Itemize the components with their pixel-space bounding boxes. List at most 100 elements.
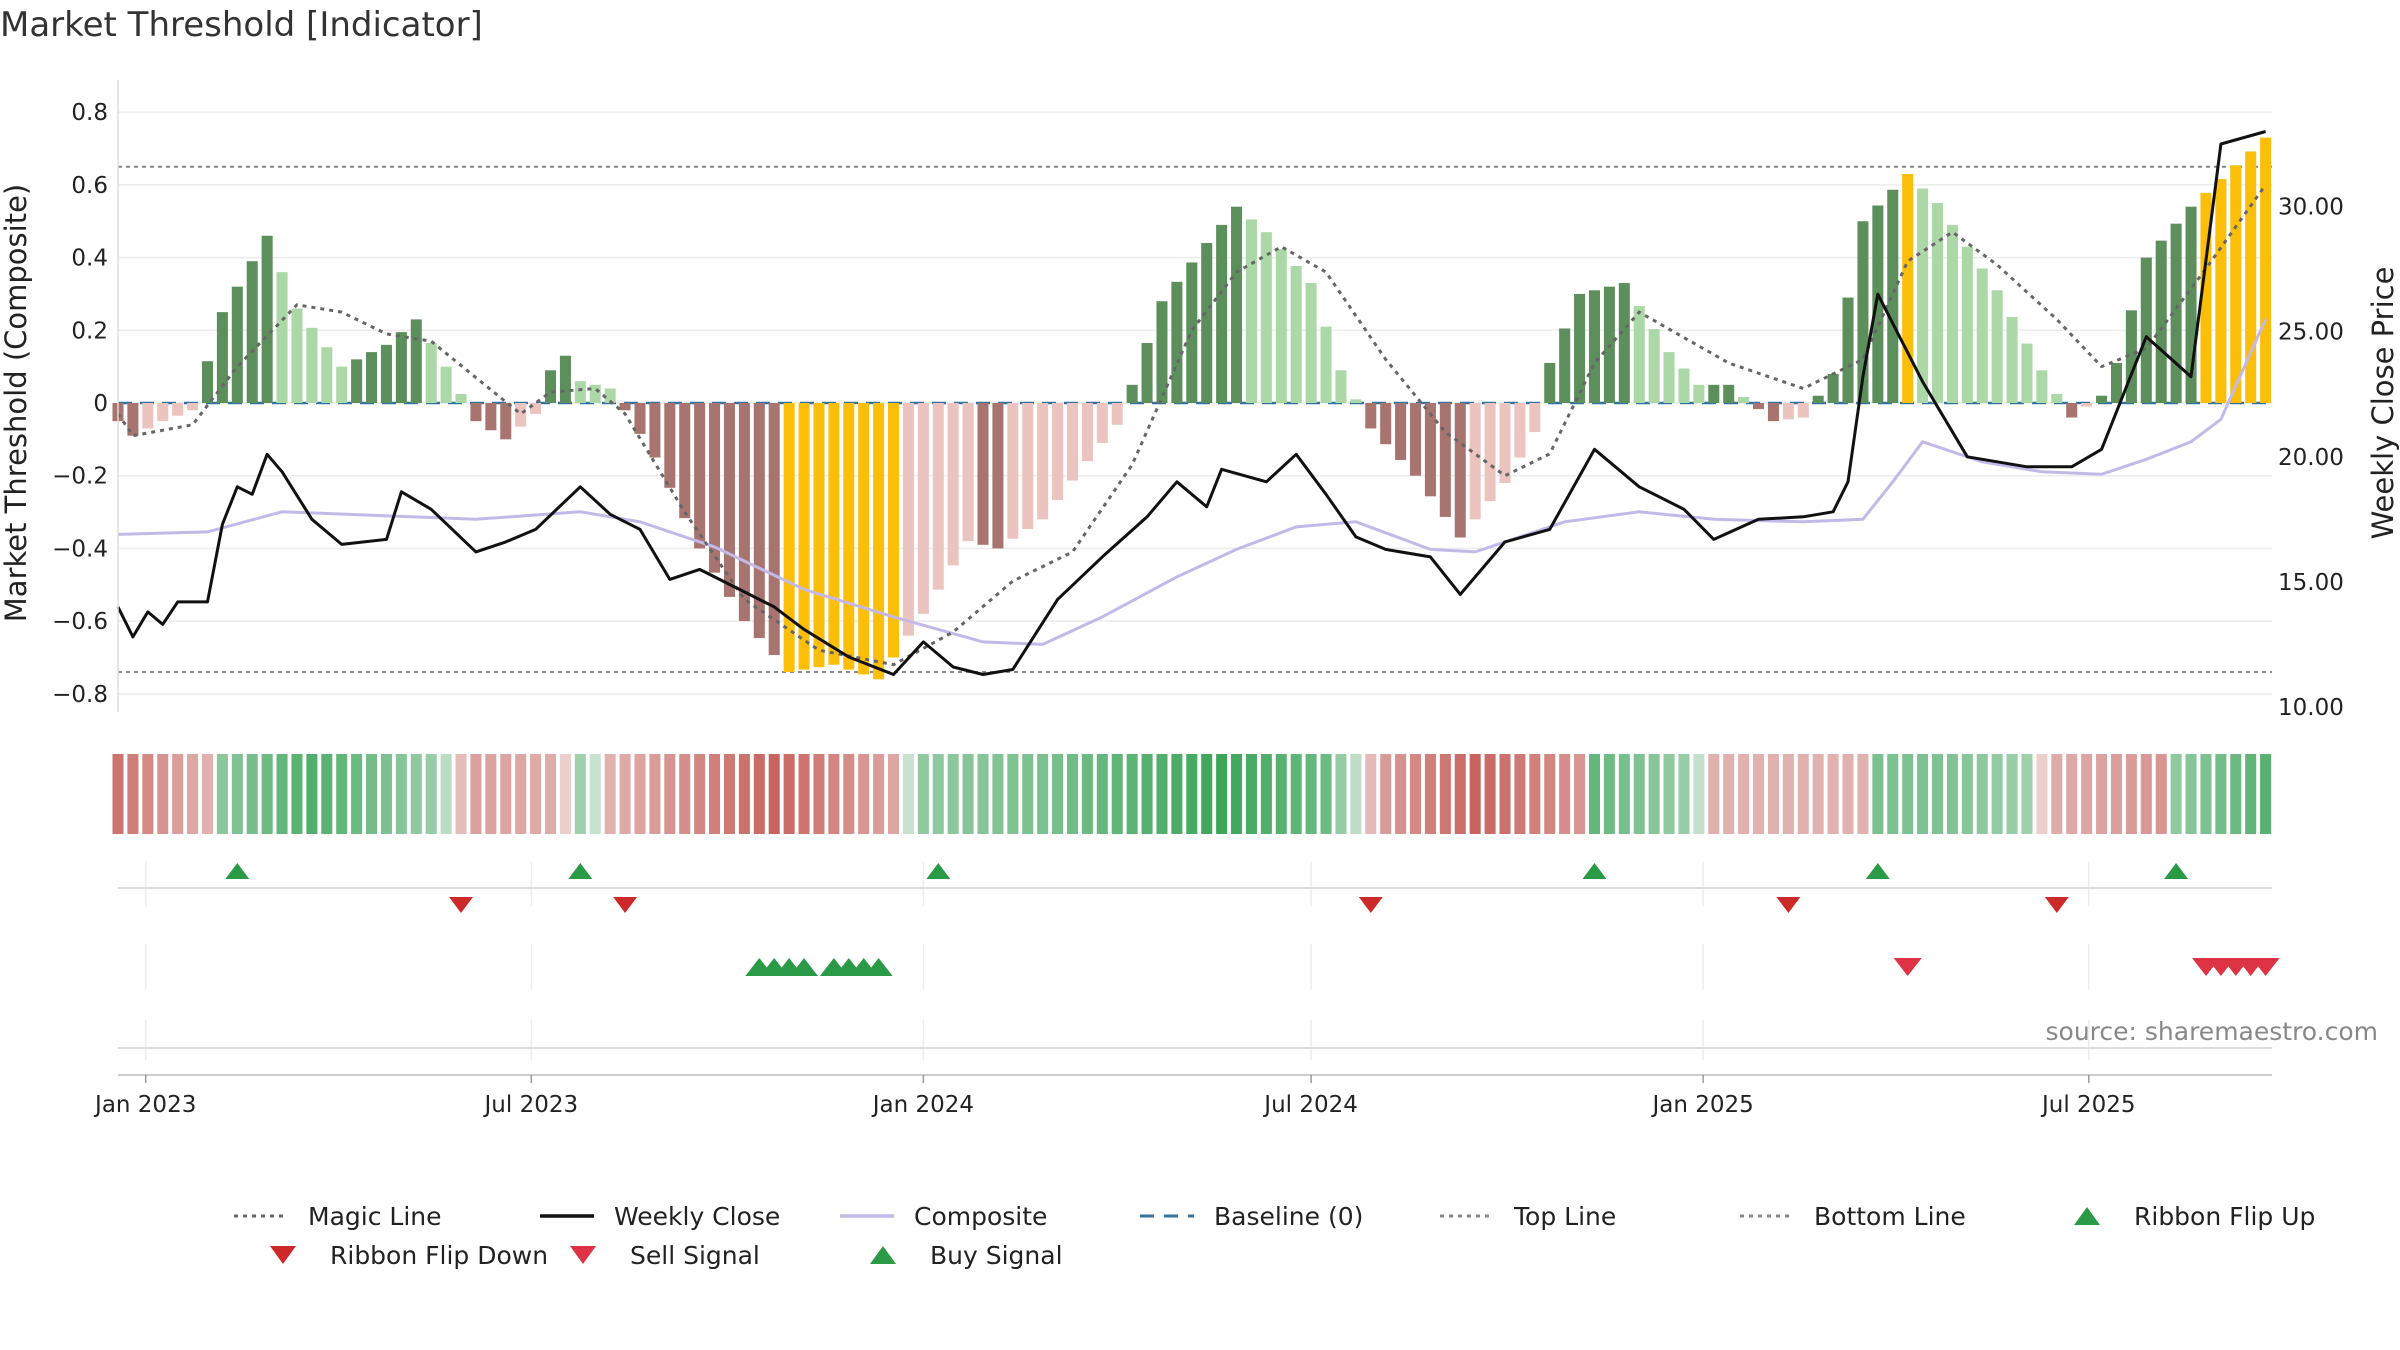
composite-bar (2051, 393, 2063, 403)
ribbon-cell (1171, 754, 1183, 834)
composite-bar (2110, 363, 2122, 403)
buy-signal-marker (790, 958, 818, 976)
legend-triangle-down-icon (270, 1246, 296, 1264)
ribbon-cell (1633, 754, 1645, 834)
ribbon-cell (589, 754, 601, 834)
composite-bar (306, 327, 318, 403)
x-axis: Jan 2023 Jul 2023 Jan 2024 Jul 2024 Jan 2025… (93, 1074, 2272, 1118)
ribbon-cell (1454, 754, 1466, 834)
composite-bar (858, 403, 870, 675)
ribbon-cell (246, 754, 258, 834)
composite-bar (172, 403, 184, 416)
ribbon-cell (1186, 754, 1198, 834)
composite-bar (843, 403, 855, 670)
composite-bar (261, 235, 273, 403)
composite-bar (544, 370, 557, 403)
composite-bar (470, 403, 482, 422)
ribbon-cell (1380, 754, 1392, 834)
ribbon-cell (1693, 754, 1705, 834)
ribbon-cell (440, 754, 452, 834)
ribbon-cell (1037, 754, 1049, 834)
ribbon-cell (1484, 754, 1496, 834)
composite-bars (112, 137, 2272, 680)
ribbon-cell (1946, 754, 1958, 834)
composite-bar (2066, 403, 2078, 418)
composite-bar (1991, 290, 2003, 403)
ribbon-cell (1544, 754, 1556, 834)
ribbon-cell (1842, 754, 1854, 834)
composite-bar (351, 359, 363, 403)
ribbon-cell (2066, 754, 2078, 834)
ribbon-cell (1409, 754, 1422, 834)
sell-signal-marker (2251, 958, 2280, 976)
ribbon-cell (1648, 754, 1660, 834)
composite-bar (455, 393, 467, 403)
ribbon-cell (559, 754, 571, 834)
composite-bar (500, 403, 512, 440)
composite-bar (1782, 403, 1794, 420)
composite-bar (2096, 395, 2108, 403)
composite-bar (1544, 363, 1556, 403)
legend-label: Bottom Line (1814, 1202, 1966, 1231)
composite-bar (187, 403, 199, 411)
composite-bar (723, 403, 735, 597)
x-tick-label: Jul 2023 (483, 1092, 579, 1118)
y-tick-label: 0.8 (71, 100, 108, 126)
ribbon-cell (112, 754, 124, 834)
composite-bar (1156, 301, 1168, 403)
ribbon-cell (2051, 754, 2063, 834)
composite-bar (1066, 403, 1079, 481)
ribbon-cell (1574, 754, 1586, 834)
ribbon-cell (1887, 754, 1899, 834)
ribbon-cell (530, 754, 542, 834)
composite-bar (2140, 257, 2152, 403)
composite-bar (1424, 403, 1436, 497)
composite-bar (634, 403, 646, 434)
ribbon-cell (1678, 754, 1690, 834)
legend: Magic Line Weekly Close Composite Baseline … (234, 1202, 2315, 1270)
composite-bar (1961, 246, 1973, 403)
ribbon-cell (2006, 754, 2018, 834)
composite-bar (2081, 403, 2093, 407)
ribbon-cell (1141, 754, 1153, 834)
composite-bar (425, 343, 437, 403)
composite-bar (962, 403, 974, 542)
composite-bar (902, 403, 914, 636)
ribbon-cell (127, 754, 139, 834)
ribbon-cell (753, 754, 765, 834)
ribbon-cell (157, 754, 169, 834)
ribbon-flip-up-marker (1582, 863, 1607, 879)
ribbon-cell (142, 754, 154, 834)
composite-bar (1723, 384, 1735, 403)
ribbon-cell (2140, 754, 2152, 834)
legend-item: Magic Line (234, 1202, 442, 1231)
ribbon-flip-down-marker (2044, 897, 2069, 913)
y-tick-label: 0.2 (71, 318, 108, 344)
ribbon-cell (1469, 754, 1481, 834)
composite-bar (440, 366, 452, 403)
composite-bar (515, 403, 527, 427)
ribbon-cell (679, 754, 691, 834)
ribbon-flip-down-marker (613, 897, 638, 913)
ribbon-cell (1305, 754, 1317, 834)
ribbon-cell (649, 754, 661, 834)
composite-bar (1499, 403, 1511, 483)
ribbon-cell (2096, 754, 2108, 834)
ribbon-cell (306, 754, 318, 834)
composite-bar (1186, 262, 1198, 403)
composite-bar (694, 403, 706, 549)
ribbon-cell (962, 754, 974, 834)
composite-bar (1409, 403, 1422, 476)
ribbon-cell (1902, 754, 1914, 834)
signal-rows (118, 863, 2280, 1049)
composite-bar (1753, 403, 1765, 410)
ribbon-cell (455, 754, 467, 834)
y2-tick-label: 25.00 (2278, 320, 2344, 346)
ribbon-cell (2215, 754, 2227, 834)
ribbon-strip (112, 754, 2272, 834)
composite-bar (1260, 232, 1272, 403)
legend-triangle-up-icon (2074, 1207, 2100, 1225)
composite-bar (1633, 306, 1645, 403)
ribbon-cell (1827, 754, 1839, 834)
